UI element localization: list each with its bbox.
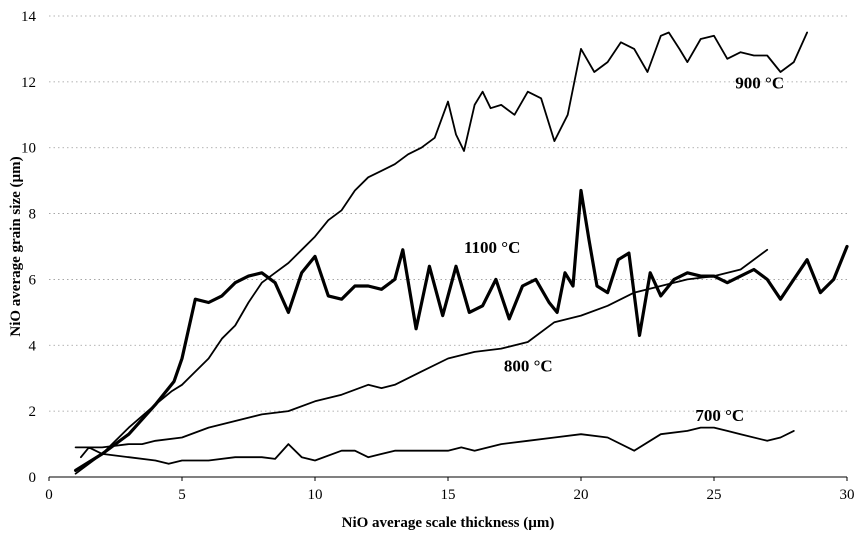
series-line-900c	[74, 31, 808, 475]
y-tick-label: 10	[21, 141, 36, 157]
x-tick-label: 10	[308, 487, 323, 503]
grid-lines	[49, 15, 847, 412]
series-line-1100c	[74, 188, 849, 472]
x-axis-ticks: 0 5 10 15 20 25 30	[45, 477, 855, 503]
x-tick-label: 15	[441, 487, 456, 503]
y-tick-label: 12	[21, 75, 36, 91]
series-label: 800 °C	[504, 357, 553, 376]
series-line-700c	[80, 426, 795, 465]
x-tick-label: 30	[840, 487, 855, 503]
series-lines	[74, 31, 849, 475]
y-tick-label: 2	[29, 404, 37, 420]
y-tick-label: 0	[29, 470, 37, 486]
series-label: 700 °C	[695, 406, 744, 425]
y-tick-label: 4	[29, 338, 37, 354]
x-tick-label: 20	[574, 487, 589, 503]
x-tick-label: 0	[45, 487, 53, 503]
x-tick-label: 5	[178, 487, 186, 503]
y-tick-label: 6	[29, 272, 37, 288]
y-tick-label: 14	[21, 9, 37, 25]
y-tick-label: 8	[29, 207, 37, 223]
series-label: 900 °C	[735, 73, 784, 92]
series-line-800c	[74, 248, 769, 449]
y-axis-title: NiO average grain size (µm)	[8, 156, 24, 336]
x-tick-label: 25	[707, 487, 722, 503]
series-labels: 900 °C 1100 °C 800 °C 700 °C	[464, 73, 784, 425]
x-axis-title: NiO average scale thickness (µm)	[342, 515, 555, 531]
y-axis-ticks: 0 2 4 6 8 10 12 14	[21, 9, 37, 486]
series-label: 1100 °C	[464, 238, 520, 257]
